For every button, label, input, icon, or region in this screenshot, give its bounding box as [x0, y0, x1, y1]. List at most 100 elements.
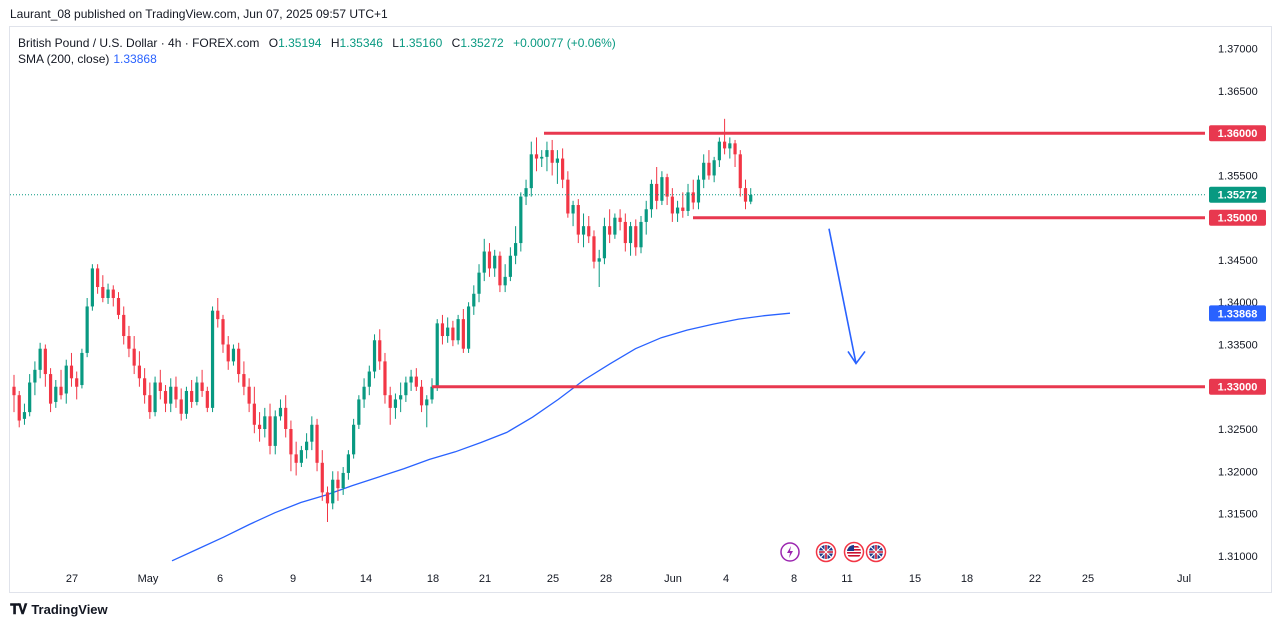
candle-body — [561, 158, 565, 180]
candle-body — [184, 390, 189, 414]
candle-body — [226, 344, 230, 362]
symbol-title[interactable]: British Pound / U.S. Dollar · 4h · FOREX… — [18, 36, 260, 50]
candle-body — [618, 217, 622, 222]
candle — [372, 334, 377, 379]
candle-body — [487, 251, 492, 269]
candle — [169, 378, 173, 413]
candle-body — [294, 454, 298, 463]
candle-body — [54, 386, 58, 402]
candle-body — [336, 479, 340, 489]
lightning-event-icon[interactable] — [780, 542, 800, 562]
time-tick-label: May — [138, 573, 159, 585]
level-price-badge[interactable]: 1.36000 — [1209, 125, 1266, 142]
candle-body — [644, 209, 648, 222]
candle-body — [383, 361, 387, 396]
time-tick-label: 21 — [479, 573, 491, 585]
candle-body — [519, 196, 523, 244]
uk-flag-event-icon[interactable] — [865, 541, 887, 563]
candle — [404, 376, 408, 402]
candle-body — [592, 236, 596, 262]
candle-body — [195, 382, 199, 402]
candle-body — [388, 395, 392, 408]
time-tick-label: 27 — [66, 573, 78, 585]
us-flag-event-icon[interactable] — [843, 541, 865, 563]
candle — [675, 200, 680, 222]
time-tick-label: 18 — [961, 573, 973, 585]
candle — [305, 433, 309, 459]
high-value: 1.35346 — [339, 36, 383, 50]
sma-legend-row[interactable]: SMA (200, close) 1.33868 — [18, 51, 616, 67]
candle-body — [660, 177, 664, 201]
uk-flag-event-icon[interactable] — [815, 541, 837, 563]
candle-body — [686, 192, 690, 211]
candle — [425, 395, 429, 428]
candle-body — [581, 226, 586, 235]
level-price-badge[interactable]: 1.33000 — [1209, 378, 1266, 395]
candle — [566, 171, 570, 218]
candle-body — [132, 348, 136, 366]
candle — [414, 368, 418, 391]
candle-body — [346, 454, 350, 473]
candle-body — [435, 323, 439, 387]
price-badge-label: 1.33000 — [1218, 382, 1258, 394]
level-price-badge[interactable]: 1.35000 — [1209, 209, 1266, 226]
candle — [257, 412, 262, 442]
candle-body — [237, 348, 241, 375]
candle-body — [550, 150, 554, 163]
economic-events[interactable] — [780, 541, 887, 563]
candle-body — [216, 310, 220, 320]
candle — [289, 420, 293, 472]
candle-body — [362, 386, 366, 400]
time-tick-label: 18 — [427, 573, 439, 585]
candle — [122, 306, 126, 345]
time-tick-label: Jul — [1177, 573, 1191, 585]
candle — [80, 348, 84, 389]
candle — [472, 285, 476, 315]
candle — [644, 200, 648, 235]
candle-body — [529, 154, 533, 189]
candle-body — [96, 268, 100, 288]
sma-price-badge[interactable]: 1.33868 — [1209, 305, 1266, 322]
sma-label: SMA (200, close) — [18, 52, 110, 66]
candle-body — [514, 243, 518, 256]
arrow-head — [847, 350, 866, 365]
candle — [717, 137, 721, 167]
candle-body — [639, 221, 643, 248]
candle — [388, 386, 392, 425]
candle-body — [200, 382, 204, 391]
candle-body — [587, 226, 591, 237]
candle — [383, 352, 387, 404]
candle — [378, 329, 382, 370]
price-axis[interactable]: 1.37000 1.36500 1.36000 1.35500 1.35000 1.345… — [1209, 44, 1266, 563]
candle — [545, 141, 549, 172]
candle-body — [628, 226, 633, 244]
candle — [43, 344, 47, 387]
current-price-badge[interactable]: 1.35272 — [1209, 186, 1266, 203]
candle-body — [691, 192, 695, 203]
candle-body — [466, 306, 471, 349]
candle — [17, 390, 21, 428]
candle — [163, 385, 168, 413]
down-arrow-annotation[interactable] — [828, 228, 866, 365]
time-axis[interactable]: 27 May 6 9 14 18 21 25 28 Jun 4 8 11 15 18 22 25 Jul — [66, 573, 1191, 585]
candle-body — [534, 154, 539, 159]
arrow-annotation-layer[interactable] — [828, 228, 866, 365]
candle-body — [498, 255, 502, 286]
candle — [325, 486, 330, 522]
candle — [393, 393, 398, 419]
candle-body — [456, 319, 460, 341]
candle — [200, 369, 204, 397]
candle-body — [22, 412, 27, 419]
chart-frame[interactable] — [9, 26, 1272, 593]
sma-200-line[interactable] — [171, 312, 791, 562]
tradingview-brand[interactable]: 𝐓𝐕 TradingView — [10, 601, 108, 618]
candle-body — [352, 424, 356, 455]
candle — [498, 251, 502, 293]
candle — [75, 371, 79, 400]
candle-body — [190, 390, 194, 402]
candle — [419, 379, 424, 413]
open-label: O — [268, 36, 279, 50]
candle-body — [48, 374, 53, 404]
time-tick-label: Jun — [664, 573, 682, 585]
